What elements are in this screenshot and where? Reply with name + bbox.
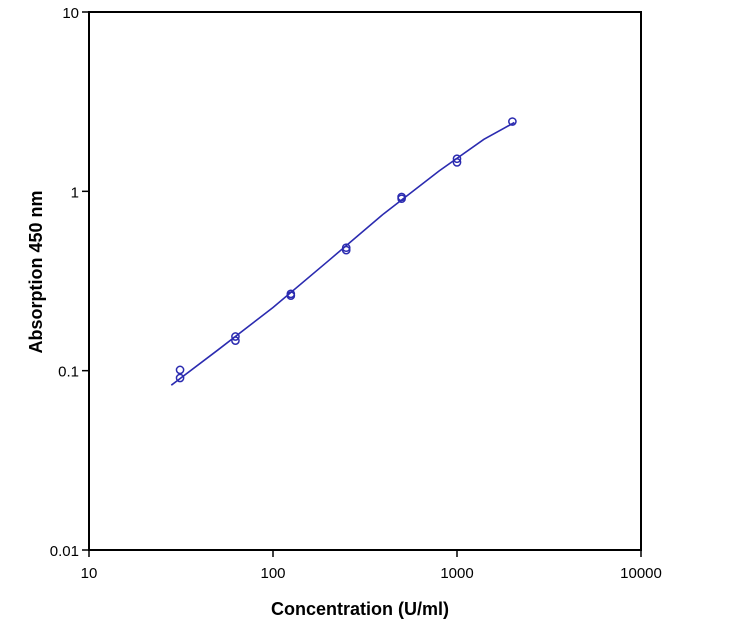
data-point <box>231 336 240 346</box>
data-point <box>286 291 296 301</box>
x-tick-label: 10000 <box>620 565 662 582</box>
data-point <box>175 373 185 383</box>
data-point <box>508 117 517 126</box>
x-tick-label: 100 <box>260 565 285 582</box>
data-point <box>341 245 351 255</box>
y-tick-label: 1 <box>71 184 79 201</box>
y-tick-label: 0.01 <box>50 543 79 560</box>
y-tick-label: 10 <box>62 5 79 22</box>
y-tick-label: 0.1 <box>58 364 79 381</box>
data-point <box>397 194 406 204</box>
data-point <box>231 332 240 341</box>
data-point <box>175 365 185 375</box>
x-axis-ticks: 10 100 1000 10000 <box>81 550 662 582</box>
x-tick-label: 10 <box>81 565 98 582</box>
fit-curve <box>170 121 515 386</box>
y-axis-title: Absorption 450 nm <box>26 190 46 353</box>
data-point <box>341 243 351 253</box>
data-point <box>452 158 462 167</box>
x-axis-title: Concentration (U/ml) <box>271 599 449 619</box>
plot-frame <box>88 11 642 551</box>
data-point <box>452 154 462 164</box>
series-layer <box>170 117 517 386</box>
x-tick-label: 1000 <box>440 565 473 582</box>
y-axis-ticks: 0.01 0.1 1 10 <box>50 5 89 560</box>
